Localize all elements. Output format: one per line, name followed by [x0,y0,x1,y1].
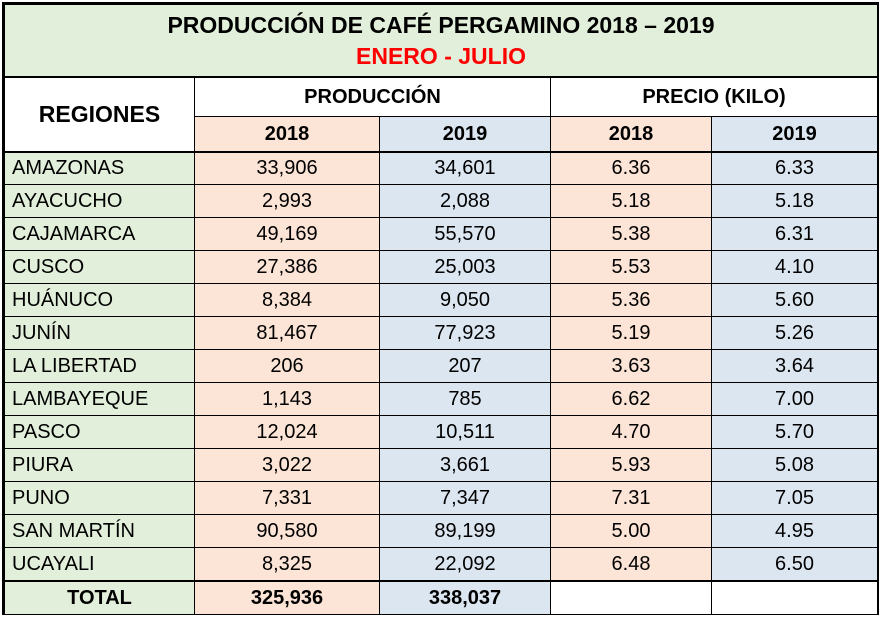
table-row: HUÁNUCO 8,384 9,050 5.36 5.60 [4,283,878,317]
prod-2019-cell: 3,661 [379,448,551,482]
precio-2018-cell: 5.93 [550,448,712,482]
total-label: TOTAL [4,579,195,615]
precio-2019-cell: 6.50 [711,547,878,581]
table-row: PUNO 7,331 7,347 7.31 7.05 [4,481,878,515]
precio-2018-cell: 5.36 [550,283,712,317]
prod-2018-cell: 7,331 [194,481,380,515]
prod-2018-cell: 49,169 [194,217,380,251]
table-row: LA LIBERTAD 206 207 3.63 3.64 [4,349,878,383]
region-name-cell: SAN MARTÍN [4,514,195,548]
table-row: JUNÍN 81,467 77,923 5.19 5.26 [4,316,878,350]
precio-2019-cell: 3.64 [711,349,878,383]
precio-2019-cell: 6.31 [711,217,878,251]
prod-2019-cell: 785 [379,382,551,416]
prod-2018-cell: 8,325 [194,547,380,581]
prod-2019-cell: 207 [379,349,551,383]
header-produccion: PRODUCCIÓN [194,76,551,117]
table-row: LAMBAYEQUE 1,143 785 6.62 7.00 [4,382,878,416]
table-subtitle: ENERO - JULIO [356,43,526,70]
prod-2018-cell: 206 [194,349,380,383]
prod-2018-cell: 1,143 [194,382,380,416]
precio-2018-cell: 5.53 [550,250,712,284]
header-produccion-year-2018: 2018 [194,116,380,152]
precio-2018-cell: 5.18 [550,184,712,218]
region-name-cell: PUNO [4,481,195,515]
prod-2019-cell: 7,347 [379,481,551,515]
precio-2019-cell: 7.00 [711,382,878,416]
prod-2018-cell: 2,993 [194,184,380,218]
prod-2018-cell: 81,467 [194,316,380,350]
header-precio-year-2018: 2018 [550,116,712,152]
table-row: PIURA 3,022 3,661 5.93 5.08 [4,448,878,482]
prod-2018-cell: 27,386 [194,250,380,284]
precio-2019-cell: 5.60 [711,283,878,317]
precio-2019-cell: 5.08 [711,448,878,482]
table-row: PASCO 12,024 10,511 4.70 5.70 [4,415,878,449]
precio-2019-cell: 4.95 [711,514,878,548]
precio-2019-cell: 4.10 [711,250,878,284]
region-name-cell: PASCO [4,415,195,449]
precio-2019-cell: 5.26 [711,316,878,350]
precio-2019-cell: 5.70 [711,415,878,449]
region-name-cell: UCAYALI [4,547,195,581]
precio-2018-cell: 5.00 [550,514,712,548]
region-name-cell: HUÁNUCO [4,283,195,317]
region-name-cell: CAJAMARCA [4,217,195,251]
precio-2019-cell: 7.05 [711,481,878,515]
table-row: AYACUCHO 2,993 2,088 5.18 5.18 [4,184,878,218]
total-precio-2019-cell [711,579,878,615]
prod-2019-cell: 9,050 [379,283,551,317]
precio-2018-cell: 6.36 [550,150,712,185]
prod-2019-cell: 2,088 [379,184,551,218]
precio-2018-cell: 5.19 [550,316,712,350]
table-row: SAN MARTÍN 90,580 89,199 5.00 4.95 [4,514,878,548]
precio-2019-cell: 5.18 [711,184,878,218]
precio-2018-cell: 7.31 [550,481,712,515]
table-row: CAJAMARCA 49,169 55,570 5.38 6.31 [4,217,878,251]
total-row: TOTAL 325,936 338,037 [4,579,878,615]
prod-2018-cell: 90,580 [194,514,380,548]
total-prod-2018-cell: 325,936 [194,579,380,615]
region-name-cell: CUSCO [4,250,195,284]
precio-2018-cell: 6.62 [550,382,712,416]
total-prod-2019-cell: 338,037 [379,579,551,615]
header-regiones: REGIONES [4,76,195,152]
total-precio-2018-cell [550,579,712,615]
region-name-cell: LAMBAYEQUE [4,382,195,416]
precio-2018-cell: 4.70 [550,415,712,449]
prod-2018-cell: 33,906 [194,150,380,185]
prod-2019-cell: 25,003 [379,250,551,284]
prod-2018-cell: 8,384 [194,283,380,317]
prod-2019-cell: 55,570 [379,217,551,251]
header-precio: PRECIO (KILO) [550,76,878,117]
precio-2018-cell: 3.63 [550,349,712,383]
prod-2019-cell: 10,511 [379,415,551,449]
region-name-cell: PIURA [4,448,195,482]
precio-2018-cell: 6.48 [550,547,712,581]
region-name-cell: JUNÍN [4,316,195,350]
table-row: AMAZONAS 33,906 34,601 6.36 6.33 [4,150,878,185]
header-precio-year-2019: 2019 [711,116,878,152]
precio-2019-cell: 6.33 [711,150,878,185]
region-name-cell: AYACUCHO [4,184,195,218]
prod-2018-cell: 12,024 [194,415,380,449]
prod-2019-cell: 77,923 [379,316,551,350]
header-produccion-year-2019: 2019 [379,116,551,152]
prod-2019-cell: 22,092 [379,547,551,581]
prod-2018-cell: 3,022 [194,448,380,482]
table-row: UCAYALI 8,325 22,092 6.48 6.50 [4,547,878,581]
prod-2019-cell: 34,601 [379,150,551,185]
table-title-cell: PRODUCCIÓN DE CAFÉ PERGAMINO 2018 – 2019… [4,4,878,78]
region-name-cell: LA LIBERTAD [4,349,195,383]
table-row: CUSCO 27,386 25,003 5.53 4.10 [4,250,878,284]
precio-2018-cell: 5.38 [550,217,712,251]
coffee-production-table: PRODUCCIÓN DE CAFÉ PERGAMINO 2018 – 2019… [4,4,878,615]
prod-2019-cell: 89,199 [379,514,551,548]
region-name-cell: AMAZONAS [4,150,195,185]
table-title: PRODUCCIÓN DE CAFÉ PERGAMINO 2018 – 2019 [167,12,715,39]
